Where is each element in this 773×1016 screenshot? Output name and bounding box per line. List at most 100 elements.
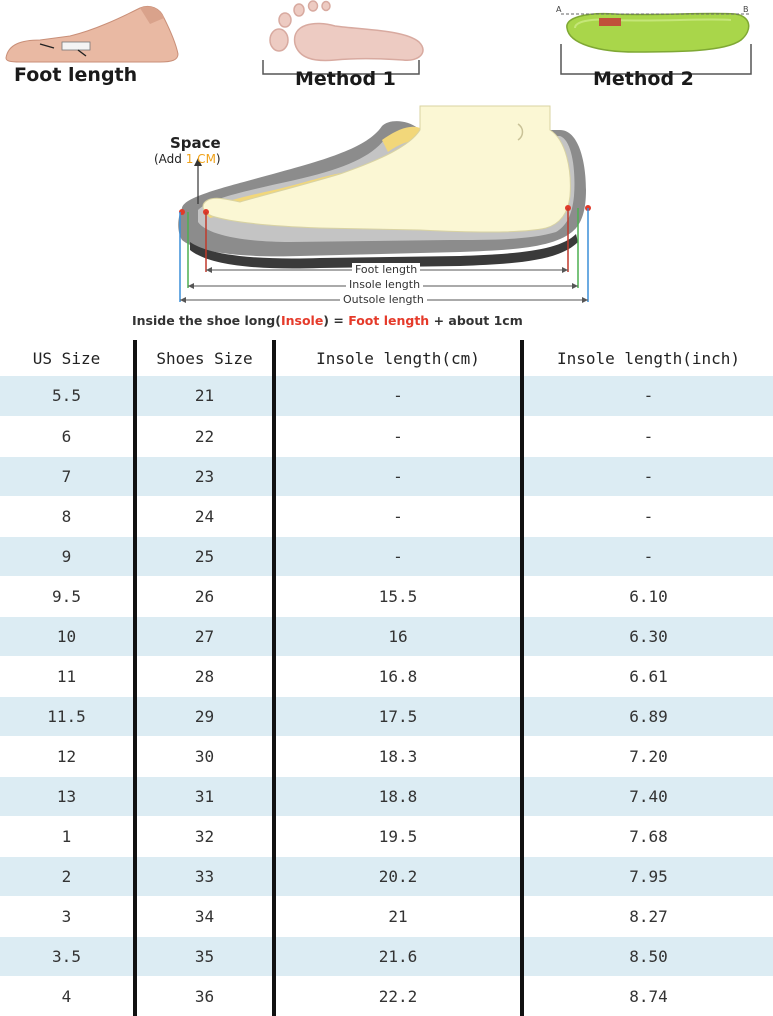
foot-length-label: Foot length — [14, 64, 138, 86]
insole-inch-cell: - — [520, 496, 773, 536]
insole-inch-cell: - — [520, 456, 773, 496]
us-size-cell: 3 — [61, 906, 72, 926]
foot-length-dimension-label: Foot length — [352, 263, 421, 276]
us-size-cell: 9 — [0, 536, 135, 576]
shoe-diagram: Space (Add 1 CM) Foot length Insole leng… — [120, 100, 640, 340]
us-size-cell: 11 — [56, 666, 77, 686]
table-row: 8 24- - — [0, 496, 773, 536]
us-size-cell: 7 — [0, 456, 135, 496]
table-row: 5.5 21- - — [0, 376, 773, 416]
insole-cm-cell: 20.2 — [272, 856, 522, 896]
formula-foot-length: Foot length — [348, 313, 430, 328]
foot-photo-icon — [5, 5, 179, 63]
insole-inch-cell: 8.50 — [520, 936, 773, 976]
header-insole-inch: Insole length(inch) — [520, 340, 773, 376]
insole-inch-cell: - — [520, 416, 773, 456]
shoes-size-cell: 32 — [133, 816, 274, 856]
space-title: Space — [170, 134, 221, 152]
formula-value: 1cm — [493, 313, 523, 328]
size-table-body: 5.5 21- -6 22- -7 23- -8 24- -9 25- -9.5 26 15.5 6.10… — [0, 376, 773, 1016]
shoes-size-cell: 28 — [133, 656, 274, 696]
space-note: (Add 1 CM) — [154, 152, 221, 166]
insole-cm-cell: 16.8 — [272, 656, 522, 696]
header-shoes-size: Shoes Size — [133, 340, 274, 376]
shoe-cross-section-icon — [178, 105, 591, 303]
insole-inch-cell: 6.10 — [520, 576, 773, 616]
insole-cm-cell: - — [272, 376, 522, 416]
us-size-cell: 11.5 — [0, 696, 135, 736]
insole-formula: Inside the shoe long(Insole) = Foot leng… — [132, 313, 523, 328]
us-size-cell: 9.5 — [52, 586, 81, 606]
table-row: 6 22- - — [0, 416, 773, 456]
table-row: 12 30 18.3 7.20 — [0, 736, 773, 776]
us-size-cell: 5.5 — [0, 376, 135, 416]
insole-inch-cell: 7.40 — [520, 776, 773, 816]
shoes-size-cell: 26 — [133, 576, 274, 616]
shoes-size-cell: 36 — [133, 976, 274, 1016]
shoes-size-cell: 29 — [133, 696, 274, 736]
insole-cm-cell: 17.5 — [272, 696, 522, 736]
shoes-size-cell: 22 — [133, 416, 274, 456]
outsole-length-dimension-label: Outsole length — [340, 293, 427, 306]
header-insole-cm: Insole length(cm) — [272, 340, 522, 376]
insole-inch-cell: 8.74 — [520, 976, 773, 1016]
insole-inch-cell: 6.61 — [520, 656, 773, 696]
formula-eq: ) = — [323, 313, 349, 328]
insole-cm-cell: 18.3 — [272, 736, 522, 776]
shoes-size-cell: 23 — [133, 456, 274, 496]
foot-length-panel: Foot length — [0, 0, 190, 100]
insole-inch-cell: 7.68 — [520, 816, 773, 856]
formula-prefix: Inside the shoe long( — [132, 313, 281, 328]
us-size-cell: 12 — [56, 746, 77, 766]
table-row: 7 23- - — [0, 456, 773, 496]
us-size-cell: 1 — [61, 826, 72, 846]
method1-panel: Method 1 — [255, 0, 430, 100]
table-row: 1 32 19.5 7.68 — [0, 816, 773, 856]
insole-inch-cell: 6.89 — [520, 696, 773, 736]
us-size-cell: 3.5 — [0, 936, 135, 976]
method1-label: Method 1 — [295, 68, 396, 90]
shoes-size-cell: 34 — [133, 896, 274, 936]
point-b-label: B — [743, 5, 749, 14]
table-row: 11 28 16.8 6.61 — [0, 656, 773, 696]
formula-suffix: + about — [429, 313, 494, 328]
insole-inch-cell: 8.27 — [520, 896, 773, 936]
table-row: 3.5 35 21.6 8.50 — [0, 936, 773, 976]
insole-inch-cell: 7.20 — [520, 736, 773, 776]
insole-cm-cell: 18.8 — [272, 776, 522, 816]
insole-cm-cell: 19.5 — [272, 816, 522, 856]
shoes-size-cell: 30 — [133, 736, 274, 776]
insole-cm-cell: 21 — [272, 896, 522, 936]
shoes-size-cell: 24 — [133, 496, 274, 536]
shoes-size-cell: 27 — [133, 616, 274, 656]
shoes-size-cell: 35 — [133, 936, 274, 976]
space-note-suffix: ) — [215, 152, 221, 166]
us-size-cell: 13 — [0, 776, 135, 816]
insole-length-dimension-label: Insole length — [346, 278, 424, 291]
insole-cm-cell: 22.2 — [272, 976, 522, 1016]
table-row: 3 34 21 8.27 — [0, 896, 773, 936]
insole-cm-cell: 15.5 — [272, 576, 522, 616]
insole-inch-cell: 6.30 — [520, 616, 773, 656]
insole-inch-cell: 7.95 — [520, 856, 773, 896]
insole-icon: A B — [556, 5, 752, 75]
us-size-cell: 6 — [61, 426, 72, 446]
table-row: 9.5 26 15.5 6.10 — [0, 576, 773, 616]
insole-cm-cell: - — [272, 496, 522, 536]
footprint-icon — [262, 0, 424, 75]
space-note-value: 1 CM — [185, 152, 216, 166]
table-row: 13 31 18.8 7.40 — [0, 776, 773, 816]
size-table: US Size Shoes Size Insole length(cm) Ins… — [0, 340, 773, 1016]
insole-inch-cell: - — [520, 376, 773, 416]
insole-cm-cell: - — [272, 536, 522, 576]
us-size-cell: 8 — [61, 506, 72, 526]
header-us-size: US Size — [32, 348, 101, 368]
method2-label: Method 2 — [593, 68, 694, 90]
insole-cm-cell: 21.6 — [272, 936, 522, 976]
insole-cm-cell: 16 — [272, 616, 522, 656]
table-row: 9 25- - — [0, 536, 773, 576]
us-size-cell: 4 — [61, 986, 72, 1006]
table-row: 10 27 16 6.30 — [0, 616, 773, 656]
space-note-prefix: (Add — [154, 152, 186, 166]
